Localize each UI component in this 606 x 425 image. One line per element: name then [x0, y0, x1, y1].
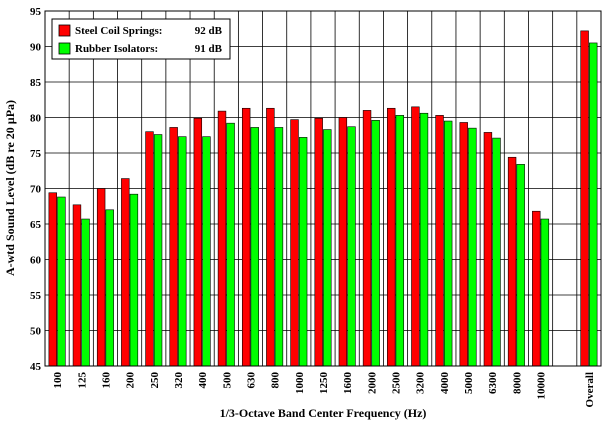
y-tick-label: 95: [30, 6, 42, 18]
x-tick-label: 1000: [294, 372, 306, 395]
bar-rubber-500: [226, 122, 235, 367]
bar-steel-Overall: [580, 30, 589, 367]
bar-rubber-1600: [347, 126, 356, 367]
bar-steel-4000: [435, 115, 444, 367]
bar-steel-630: [241, 107, 251, 367]
x-tick-label: 6300: [487, 372, 499, 395]
x-tick-label: 500: [221, 372, 233, 389]
x-tick-label: 8000: [511, 372, 523, 395]
bar-steel-1250: [314, 117, 323, 367]
bars: [48, 30, 598, 367]
x-tick-label: 630: [245, 372, 257, 389]
bar-rubber-200: [129, 193, 139, 367]
legend-value-steel: 92 dB: [195, 25, 223, 37]
bar-rubber-400: [202, 136, 211, 367]
bar-rubber-Overall: [589, 42, 598, 367]
bar-rubber-2000: [371, 120, 380, 367]
x-tick-label: 10000: [536, 372, 548, 400]
x-tick-label: 100: [52, 372, 64, 389]
y-tick-label: 45: [30, 361, 42, 373]
bar-rubber-5000: [468, 127, 477, 367]
bar-rubber-320: [178, 136, 187, 367]
y-tick-label: 70: [30, 184, 42, 196]
x-tick-label: 3200: [415, 372, 427, 395]
x-tick-label: 160: [100, 372, 112, 389]
legend-label-rubber: Rubber Isolators:: [75, 43, 158, 55]
bar-steel-800: [266, 107, 275, 367]
bar-rubber-160: [105, 209, 114, 367]
legend-label-steel: Steel Coil Springs:: [75, 25, 162, 37]
bar-steel-200: [121, 178, 130, 367]
bar-rubber-10000: [540, 218, 550, 367]
x-tick-label: 400: [197, 372, 209, 389]
bar-steel-1000: [290, 119, 299, 367]
y-tick-label: 60: [30, 255, 42, 267]
bar-steel-6300: [483, 132, 493, 367]
x-tick-label: 250: [149, 372, 161, 389]
bar-steel-8000: [507, 156, 517, 367]
x-tick-labels: 100 125 160 200 250 320 400 500 630 800 1000 1250 16…: [52, 372, 596, 408]
bar-rubber-100: [57, 196, 66, 367]
bar-steel-160: [96, 188, 106, 367]
y-tick-label: 85: [30, 77, 42, 89]
bar-rubber-630: [250, 127, 259, 367]
x-tick-label: 1250: [318, 372, 330, 395]
x-tick-label: 4000: [439, 372, 451, 395]
bar-steel-2500: [387, 107, 396, 367]
x-tick-label: 1600: [342, 372, 354, 395]
x-tick-label: 320: [173, 372, 185, 389]
y-tick-label: 50: [30, 326, 42, 338]
x-tick-label: 125: [76, 372, 88, 389]
bar-rubber-8000: [516, 164, 525, 367]
bar-rubber-800: [274, 127, 284, 367]
y-tick-label: 90: [30, 42, 42, 54]
bar-rubber-125: [81, 218, 90, 367]
bar-steel-10000: [532, 210, 541, 367]
bar-rubber-2500: [395, 115, 405, 367]
y-tick-label: 80: [30, 113, 42, 125]
legend: Steel Coil Springs: 92 dB Rubber Isolato…: [51, 18, 231, 60]
bar-rubber-6300: [492, 137, 501, 367]
bar-rubber-250: [153, 134, 163, 367]
bar-steel-1600: [338, 117, 348, 367]
bar-steel-100: [48, 192, 57, 367]
y-tick-label: 75: [30, 148, 42, 160]
x-tick-label: 5000: [463, 372, 475, 395]
bar-rubber-1250: [323, 129, 332, 367]
y-tick-label: 55: [30, 290, 42, 302]
y-tick-labels: 45 50 55 60 65 70 75 80 85 90 95: [30, 6, 42, 373]
legend-value-rubber: 91 dB: [195, 43, 223, 55]
legend-box: [51, 18, 231, 60]
bar-rubber-4000: [443, 120, 453, 367]
bar-rubber-1000: [298, 137, 308, 367]
y-tick-label: 65: [30, 219, 42, 231]
bar-steel-2000: [362, 110, 372, 367]
legend-swatch-steel: [58, 24, 71, 37]
bar-steel-5000: [459, 122, 468, 367]
bar-steel-250: [145, 131, 154, 367]
bar-rubber-3200: [419, 112, 429, 367]
x-tick-label: 800: [270, 372, 282, 389]
y-axis-title: A-wtd Sound Level (dB re 20 µPa): [3, 100, 17, 276]
legend-swatch-rubber: [58, 42, 71, 55]
bar-steel-400: [193, 117, 203, 367]
x-tick-label: Overall: [584, 372, 596, 407]
x-tick-label: 2500: [391, 372, 403, 395]
x-tick-label: 2000: [366, 372, 378, 395]
x-axis-title: 1/3-Octave Band Center Frequency (Hz): [220, 406, 427, 420]
plot-frame: [44, 10, 602, 367]
bar-steel-125: [72, 204, 82, 367]
bar-steel-3200: [411, 106, 420, 367]
x-tick-label: 200: [125, 372, 137, 389]
bar-steel-500: [217, 110, 227, 367]
bar-steel-320: [169, 127, 178, 367]
